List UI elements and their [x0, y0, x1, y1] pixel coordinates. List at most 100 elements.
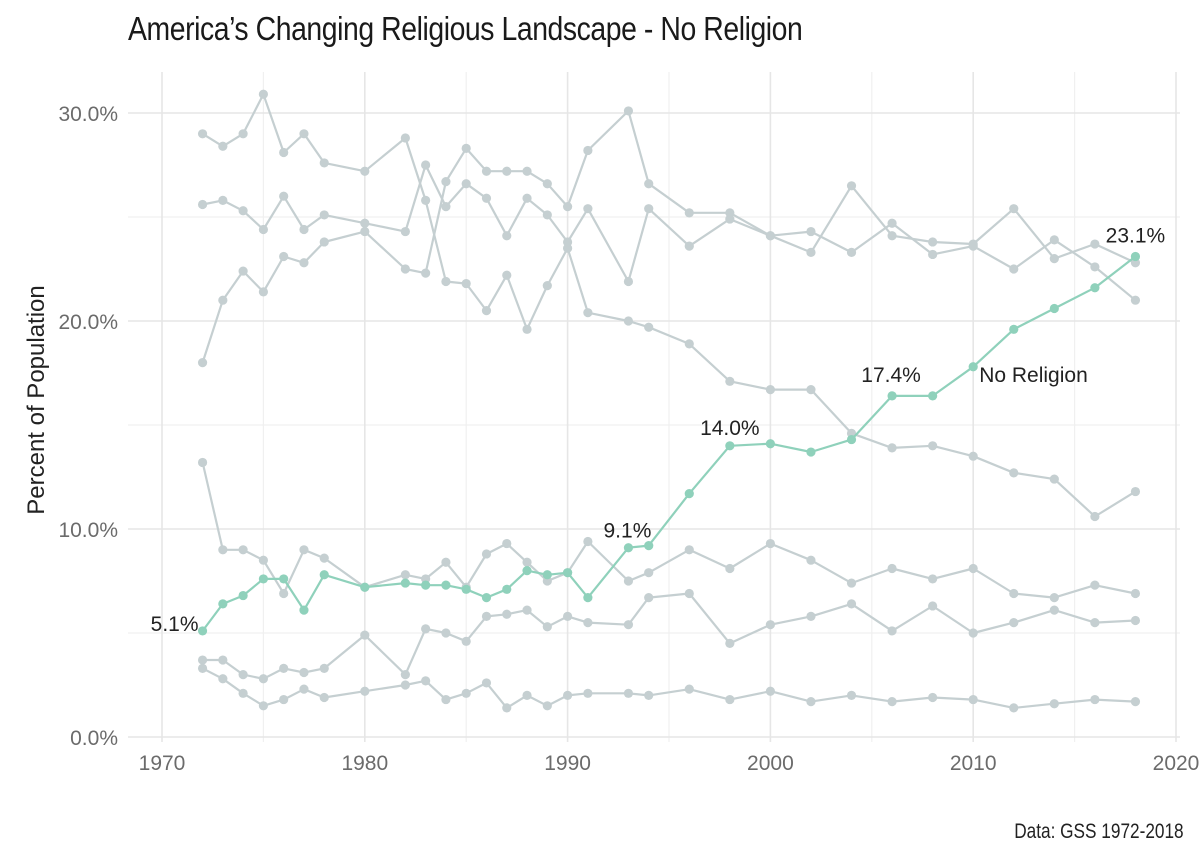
data-point: [461, 278, 471, 289]
data-point: [846, 578, 857, 588]
gridlines: [128, 72, 1180, 742]
data-point: [258, 555, 268, 565]
data-point: [360, 582, 370, 592]
data-point: [319, 158, 329, 168]
data-point: [238, 670, 248, 680]
data-point: [968, 362, 978, 372]
data-point: [400, 570, 410, 580]
data-point: [197, 199, 208, 210]
data-point: [1009, 264, 1019, 274]
data-point: [522, 324, 532, 334]
x-tick-label: 1970: [139, 752, 186, 775]
data-point: [887, 218, 897, 228]
data-point: [279, 191, 289, 201]
data-point: [441, 580, 451, 590]
data-point: [725, 441, 735, 451]
data-point: [968, 451, 978, 461]
data-point: [542, 281, 552, 291]
data-point: [725, 638, 735, 649]
data-point: [197, 129, 208, 139]
data-point: [258, 674, 268, 684]
data-point: [441, 557, 451, 567]
data-point: [461, 636, 471, 646]
data-point: [319, 210, 329, 220]
data-point: [421, 160, 431, 170]
data-point: [644, 593, 654, 603]
data-point: [846, 690, 857, 701]
data-point: [218, 141, 228, 151]
data-point: [218, 674, 228, 684]
data-point: [644, 541, 654, 551]
data-point: [1090, 694, 1100, 705]
data-point: [197, 663, 208, 673]
data-label: 14.0%: [700, 417, 760, 440]
data-point: [928, 441, 938, 451]
data-point: [197, 626, 208, 636]
data-point: [968, 694, 978, 705]
data-point: [279, 147, 289, 158]
data-point: [481, 611, 492, 621]
data-point: [563, 690, 573, 701]
highlight-series: [197, 251, 1141, 636]
data-point: [461, 179, 471, 189]
data-point: [583, 536, 593, 547]
series-other: [197, 160, 1141, 305]
data-point: [1009, 324, 1019, 334]
data-point: [623, 106, 634, 116]
data-point: [1009, 703, 1019, 713]
data-point: [502, 270, 512, 280]
data-point: [542, 210, 552, 220]
data-point: [563, 237, 573, 247]
data-point: [765, 620, 776, 630]
data-point: [542, 701, 552, 711]
data-point: [1049, 303, 1059, 314]
data-point: [725, 694, 735, 705]
data-point: [765, 439, 776, 449]
data-point: [1130, 588, 1141, 599]
data-point: [765, 231, 776, 241]
data-label: No Religion: [979, 364, 1088, 387]
data-point: [441, 628, 451, 638]
data-point: [1009, 204, 1019, 214]
data-point: [258, 89, 268, 99]
data-point: [1049, 699, 1059, 709]
data-point: [887, 231, 897, 241]
data-point: [481, 593, 492, 603]
data-point: [583, 308, 593, 318]
series-line: [201, 109, 1136, 363]
x-tick-label: 2020: [1153, 752, 1200, 775]
data-point: [441, 276, 451, 287]
data-point: [623, 688, 634, 698]
data-point: [218, 599, 228, 609]
data-point: [441, 202, 451, 212]
data-point: [319, 663, 329, 673]
x-tick-label: 1990: [544, 752, 591, 775]
y-tick-label: 30.0%: [58, 103, 118, 126]
data-point: [928, 601, 938, 611]
series-other: [197, 663, 1141, 713]
data-point: [1009, 468, 1019, 478]
data-point: [806, 555, 816, 565]
data-point: [218, 655, 228, 665]
data-point: [197, 457, 208, 468]
data-point: [542, 622, 552, 632]
data-point: [806, 247, 816, 257]
y-axis-title: Percent of Population: [23, 285, 50, 515]
data-point: [583, 204, 593, 214]
data-point: [542, 179, 552, 189]
data-point: [542, 570, 552, 580]
data-point: [299, 667, 309, 678]
data-point: [360, 218, 370, 228]
background-series: [197, 89, 1141, 713]
data-point: [360, 630, 370, 640]
data-point: [563, 568, 573, 578]
data-point: [421, 624, 431, 634]
series-no-religion: [197, 251, 1141, 636]
data-point: [279, 694, 289, 705]
data-point: [583, 593, 593, 603]
data-label: 5.1%: [151, 613, 199, 636]
data-point: [806, 226, 816, 237]
data-point: [238, 590, 248, 601]
data-point: [1049, 593, 1059, 603]
data-point: [360, 166, 370, 176]
